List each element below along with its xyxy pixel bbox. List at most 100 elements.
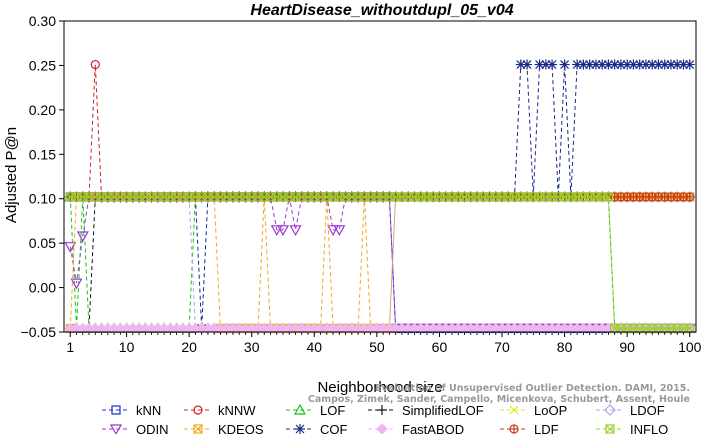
- legend-marker: [605, 424, 615, 434]
- legend-marker: [293, 403, 307, 415]
- data-point: [270, 225, 283, 237]
- data-point: [678, 59, 689, 70]
- legend-marker: [376, 423, 388, 434]
- data-point: [603, 192, 613, 202]
- data-point: [515, 59, 526, 70]
- series-inflo: [65, 192, 695, 334]
- credit-prefix: Evaluation of Unsupervised Outlier Detec…: [375, 383, 690, 394]
- series-line-ldof: [70, 196, 690, 329]
- legend-label: COF: [320, 422, 348, 434]
- series-odin: [64, 192, 696, 335]
- data-point: [609, 59, 620, 70]
- x-tick-label: 30: [244, 339, 260, 355]
- series-line-inflo: [70, 196, 690, 329]
- x-tick-label: 60: [432, 339, 448, 355]
- data-point: [628, 59, 639, 70]
- y-axis-label: Adjusted P@n: [3, 127, 20, 223]
- series-knnw: [65, 59, 695, 202]
- data-point: [76, 231, 89, 243]
- data-point: [584, 59, 595, 70]
- legend-label: SimplifiedLOF: [402, 403, 484, 418]
- legend-marker: [295, 424, 305, 434]
- legend-marker: [604, 404, 616, 416]
- y-tick-label: 0.25: [29, 57, 56, 73]
- legend-marker: [377, 405, 387, 415]
- data-point: [597, 59, 608, 70]
- legend-item-simplifiedlof: SimplifiedLOF: [368, 403, 484, 418]
- x-tick-label: 40: [307, 339, 323, 355]
- data-point: [540, 59, 551, 70]
- legend-item-cof: COF: [286, 422, 348, 434]
- chart-title: HeartDisease_withoutdupl_05_v04: [250, 2, 513, 19]
- series-simplifiedlof: [65, 191, 695, 334]
- data-point: [559, 59, 570, 70]
- data-point: [659, 59, 670, 70]
- x-tick-label: 50: [369, 339, 385, 355]
- legend: kNN kNNW LOF SimplifiedLOF LoOP LDOF ODIN KDEOS…: [102, 403, 668, 434]
- legend-item-lof: LOF: [286, 403, 345, 418]
- legend-marker: [111, 405, 121, 415]
- data-point: [327, 225, 340, 237]
- x-tick-label: 20: [181, 339, 197, 355]
- data-point: [578, 59, 589, 70]
- y-tick-label: 0.05: [29, 235, 56, 251]
- data-point: [684, 59, 695, 70]
- legend-label: LoOP: [534, 403, 567, 418]
- series-line-knnw: [70, 64, 690, 198]
- legend-label: FastABOD: [402, 422, 464, 434]
- legend-label: ODIN: [136, 422, 169, 434]
- legend-label: LDOF: [630, 403, 665, 418]
- data-point: [653, 59, 664, 70]
- series-knn: [65, 192, 695, 334]
- data-point: [572, 59, 583, 70]
- legend-item-fastabod: FastABOD: [368, 422, 464, 434]
- legend-item-loop: LoOP: [500, 403, 567, 418]
- data-point: [333, 225, 346, 237]
- series-line-simplifiedlof: [70, 196, 690, 329]
- data-point: [634, 59, 645, 70]
- data-point: [90, 59, 100, 70]
- data-point: [622, 59, 633, 70]
- y-tick-label: 0.00: [29, 280, 56, 296]
- data-point: [647, 59, 658, 70]
- legend-item-knn: kNN: [102, 403, 161, 418]
- data-point: [70, 278, 83, 290]
- y-tick-label: 0.10: [29, 191, 56, 207]
- x-tick-label: 10: [119, 339, 135, 355]
- data-point: [289, 225, 302, 237]
- legend-marker: [509, 405, 519, 415]
- data-point: [547, 59, 558, 70]
- y-axis-label-group: Adjusted P@n: [3, 127, 20, 223]
- data-point: [615, 59, 626, 70]
- data-point: [665, 59, 676, 70]
- plot-layer: [64, 59, 696, 335]
- legend-item-ldof: LDOF: [596, 403, 665, 418]
- series-line-knn: [70, 196, 690, 329]
- legend-marker: [193, 405, 203, 415]
- data-point: [590, 59, 601, 70]
- credit-text: Campos, Zimek, Sander, Campello, Micenko…: [308, 394, 690, 405]
- data-point: [672, 59, 683, 70]
- legend-marker: [509, 424, 519, 434]
- legend-label: KDEOS: [218, 422, 264, 434]
- x-tick-label: 80: [557, 339, 573, 355]
- x-tick-label: 70: [494, 339, 510, 355]
- data-point: [276, 225, 290, 237]
- data-point: [603, 59, 614, 70]
- series-kdeos: [65, 192, 695, 334]
- series-line-kdeos: [69, 196, 690, 329]
- x-tick-label: 90: [619, 339, 635, 355]
- legend-item-inflo: INFLO: [596, 422, 668, 434]
- legend-label: LOF: [320, 403, 345, 418]
- legend-label: LDF: [534, 422, 559, 434]
- series-lof: [64, 190, 696, 334]
- x-tick-label: 100: [678, 339, 702, 355]
- series-line-lof: [69, 196, 690, 329]
- legend-item-kdeos: KDEOS: [184, 422, 264, 434]
- axis-layer: −0.05 0.00 0.05 0.10 0.15 0.20 0.25 0.30 1 10 20 30…: [21, 13, 702, 355]
- data-point: [640, 59, 651, 70]
- x-tick-label: 1: [66, 339, 74, 355]
- data-point: [522, 59, 533, 70]
- data-point: [64, 242, 77, 253]
